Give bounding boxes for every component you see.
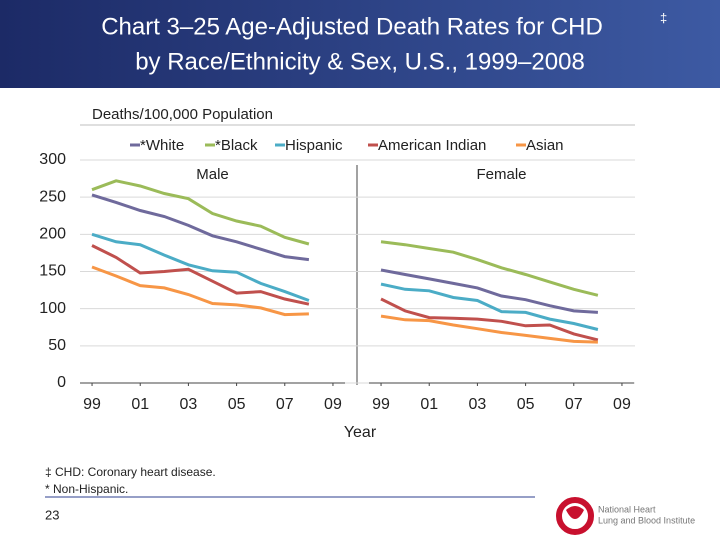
x-tick-label: 05 (517, 396, 535, 413)
x-tick-label: 99 (83, 396, 101, 413)
panel-title: Female (476, 166, 526, 183)
series-line (91, 265, 309, 317)
series-line (91, 193, 310, 262)
page-number: 23 (45, 507, 59, 522)
series-line (380, 268, 598, 314)
x-tick-label: 07 (565, 396, 583, 413)
y-axis-label: Deaths/100,000 Population (92, 106, 273, 123)
x-tick-label: 01 (131, 396, 149, 413)
x-tick-label: 01 (420, 396, 438, 413)
footnote: * Non-Hispanic. (45, 482, 128, 496)
series-line (380, 240, 599, 297)
title: Chart 3–25 Age-Adjusted Death Rates for … (101, 13, 603, 40)
x-axis-label: Year (344, 424, 377, 441)
logo-mark (566, 506, 584, 519)
x-tick-label: 07 (276, 396, 294, 413)
y-tick-label: 250 (39, 188, 66, 205)
series-line (380, 297, 599, 342)
logo-text: National Heart (598, 504, 656, 514)
x-tick-label: 09 (613, 396, 631, 413)
title-band (0, 0, 720, 88)
x-tick-label: 03 (180, 396, 198, 413)
series-line (380, 314, 598, 344)
legend-label: American Indian (378, 137, 486, 154)
logo: National Heart Lung and Blood Institute (556, 497, 695, 535)
background (0, 88, 720, 540)
legend-label: Hispanic (285, 137, 343, 154)
x-tick-label: 09 (324, 396, 342, 413)
title: by Race/Ethnicity & Sex, U.S., 1999–2008 (135, 48, 585, 75)
legend-label: *White (140, 137, 184, 154)
x-tick-label: 05 (228, 396, 246, 413)
series-line (91, 244, 310, 306)
x-tick-label: 03 (469, 396, 487, 413)
x-tick-label: 99 (372, 396, 390, 413)
y-tick-label: 0 (57, 374, 66, 391)
y-tick-label: 300 (39, 151, 66, 168)
y-tick-label: 200 (39, 226, 66, 243)
y-tick-label: 50 (48, 337, 66, 354)
series-line (91, 179, 310, 246)
panel-title: Male (196, 166, 229, 183)
logo-mark (556, 497, 594, 535)
y-tick-label: 100 (39, 300, 66, 317)
title-mark: ‡ (660, 10, 667, 25)
y-tick-label: 150 (39, 263, 66, 280)
footnote: ‡ CHD: Coronary heart disease. (45, 465, 216, 479)
series-line (380, 282, 599, 331)
logo-text: Lung and Blood Institute (598, 515, 695, 525)
legend-label: *Black (215, 137, 258, 154)
series-line (91, 232, 310, 302)
legend-label: Asian (526, 137, 564, 154)
